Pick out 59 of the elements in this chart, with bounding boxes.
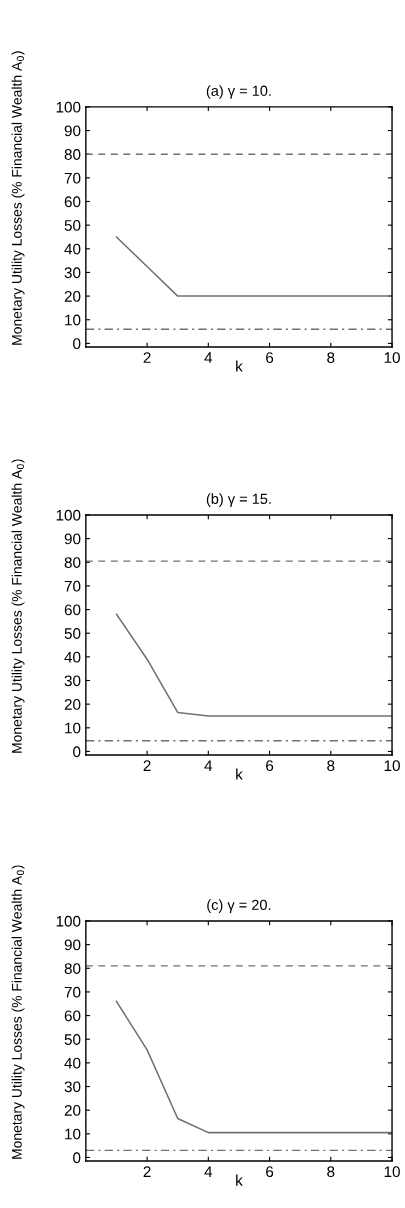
y-tick-label: 80: [64, 557, 81, 568]
x-tick-label: 2: [143, 760, 151, 771]
y-tick-label: 100: [56, 915, 81, 927]
y-axis-title: Monetary Utility Losses (% Financial Wealth A$_{0}$): [11, 459, 25, 753]
x-axis-title: k: [236, 360, 243, 372]
x-axis-title: k: [236, 768, 243, 780]
y-tick-label: 50: [64, 220, 81, 231]
y-tick-label: 90: [64, 533, 81, 545]
x-tick-label: 8: [327, 352, 335, 364]
line-series: [115, 1000, 393, 1134]
y-tick-label: 10: [65, 1128, 81, 1140]
x-tick-label: 4: [204, 352, 213, 363]
y-tick-label: 30: [64, 267, 81, 279]
y-tick-label: 20: [64, 1105, 81, 1116]
y-tick-label: 70: [64, 986, 81, 998]
y-tick-label: 0: [73, 338, 81, 350]
chart-title: (c) γ = 20.: [207, 899, 271, 913]
x-tick-label: 8: [327, 760, 335, 772]
chart-title: (b) γ = 15.: [206, 493, 271, 507]
y-tick-label: 70: [64, 580, 81, 592]
x-axis-title: k: [236, 1174, 243, 1186]
y-tick-label: 10: [65, 722, 81, 734]
x-tick-label: 6: [266, 760, 274, 772]
x-tick-label: 10: [384, 760, 400, 772]
y-tick-label: 30: [64, 675, 81, 687]
y-tick-label: 40: [64, 651, 81, 663]
y-tick-label: 20: [64, 290, 81, 302]
y-tick-label: 90: [64, 125, 81, 137]
y-tick-label: 30: [64, 1081, 81, 1093]
x-tick-label: 2: [143, 1166, 151, 1177]
y-axis-title: Monetary Utility Losses (% Financial Wealth A$_{0}$): [11, 865, 25, 1159]
x-tick-label: 2: [143, 352, 151, 363]
x-tick-label: 10: [384, 352, 400, 364]
y-tick-label: 20: [64, 699, 81, 710]
y-tick-label: 100: [56, 509, 81, 521]
y-tick-label: 100: [56, 101, 81, 113]
x-tick-label: 6: [266, 1166, 274, 1178]
line-series: [115, 613, 393, 717]
y-tick-label: 10: [65, 314, 81, 326]
y-tick-label: 0: [73, 1152, 81, 1164]
y-tick-label: 50: [64, 628, 81, 639]
x-tick-label: 10: [384, 1166, 400, 1178]
y-tick-label: 80: [64, 963, 81, 974]
x-tick-label: 4: [204, 1166, 213, 1177]
y-axis-title: Monetary Utility Losses (% Financial Wealth A$_{0}$): [11, 51, 25, 345]
y-tick-label: 80: [64, 149, 81, 160]
y-tick-label: 40: [64, 1057, 81, 1069]
y-tick-label: 60: [64, 604, 81, 616]
y-tick-label: 40: [64, 243, 81, 255]
y-tick-label: 90: [64, 939, 81, 951]
x-tick-label: 8: [327, 1166, 335, 1178]
y-tick-label: 60: [64, 196, 81, 208]
y-tick-label: 70: [64, 172, 81, 184]
x-tick-label: 6: [266, 352, 274, 364]
y-tick-label: 50: [64, 1034, 81, 1045]
chart-title: (a) γ = 10.: [206, 85, 271, 99]
y-tick-label: 0: [73, 746, 81, 758]
x-tick-label: 4: [204, 760, 213, 771]
y-tick-label: 60: [64, 1010, 81, 1022]
